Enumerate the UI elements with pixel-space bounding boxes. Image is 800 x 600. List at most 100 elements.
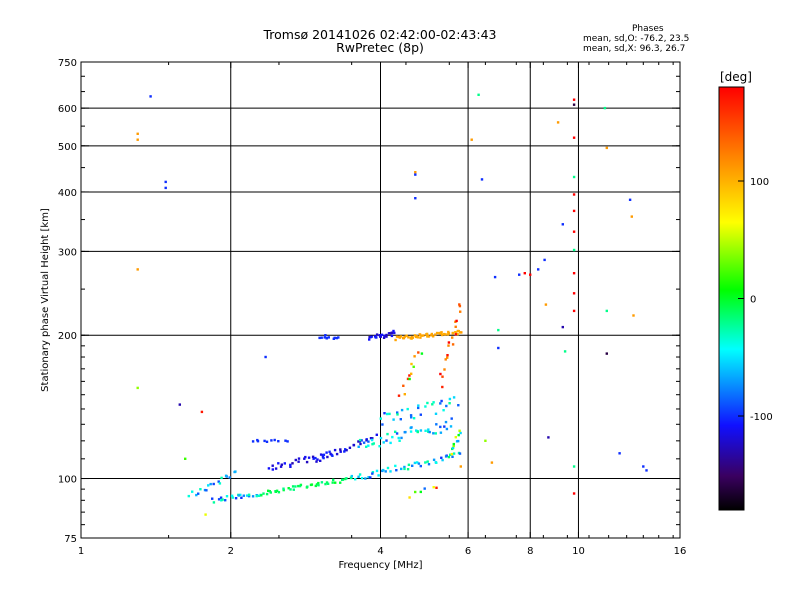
data-point [325,336,329,340]
data-point [413,461,417,465]
data-point [430,334,433,337]
data-point [447,344,450,347]
data-point [315,483,319,486]
data-point [441,385,444,389]
y-tick-label: 75 [64,534,77,545]
data-point [432,335,435,338]
data-point [268,490,271,493]
data-point [443,425,446,428]
data-point [416,430,419,434]
data-point [415,429,418,432]
data-point [406,468,410,471]
data-point [451,455,454,458]
data-point [444,333,447,336]
data-point [375,333,379,336]
data-point [318,336,321,340]
data-point [444,420,448,424]
data-point [365,439,368,442]
data-point [419,464,422,468]
data-point [270,439,273,442]
data-point [265,492,269,496]
data-point [291,485,295,488]
data-point [262,492,265,495]
data-point [260,494,263,497]
data-point [458,452,462,455]
data-point [389,470,392,473]
data-point [434,432,437,435]
data-point [271,464,274,467]
data-point [357,475,360,478]
data-point [323,336,326,339]
data-point [440,456,443,459]
data-point [556,121,560,124]
data-point [572,175,576,179]
data-point [292,488,295,491]
data-point [410,335,413,339]
data-point [389,332,392,335]
y-tick-label: 750 [58,58,77,69]
data-point [164,186,167,190]
data-point [335,452,339,456]
data-point [406,377,410,381]
data-point [403,393,406,396]
data-point [267,489,270,492]
data-point [352,443,356,447]
data-point [224,474,228,477]
data-point [411,464,414,467]
data-point [211,497,214,500]
data-point [322,453,326,456]
data-point [412,417,416,420]
data-point [228,476,231,479]
data-point [419,336,422,339]
data-point [197,492,200,495]
data-point [402,384,405,387]
data-point [432,458,436,461]
data-point [299,483,303,487]
data-point [432,432,435,435]
data-point [345,477,348,480]
data-point [413,355,416,358]
data-point [277,491,281,494]
data-point [454,436,457,439]
data-point [448,397,452,401]
data-point [368,338,371,341]
data-point [451,336,454,339]
data-point [572,272,576,275]
data-point [424,405,427,408]
data-point [339,481,342,484]
y-axis-label: Stationary phase Virtual Height [km] [40,208,51,392]
data-point [400,436,403,440]
data-point [369,476,372,479]
data-point [326,482,330,485]
data-point [275,489,279,492]
data-point [274,467,278,470]
data-point [314,456,317,460]
data-point [414,171,417,174]
data-point [441,458,444,462]
data-point [448,402,451,405]
data-point [419,490,422,494]
data-point [331,454,334,457]
data-point [271,468,274,471]
data-point [379,436,383,440]
data-point [426,460,429,463]
data-point [410,372,413,375]
data-point [563,350,567,353]
data-point [452,396,456,399]
data-point [218,482,222,485]
data-point [459,465,462,468]
data-point [518,273,521,276]
data-point [425,332,429,336]
data-point [274,490,277,493]
data-point [364,477,367,480]
data-point [628,198,632,201]
data-point [220,499,223,502]
data-point [294,485,297,488]
data-point [178,403,181,406]
data-point [136,138,139,141]
data-point [424,429,427,432]
data-point [314,484,317,488]
data-point [348,446,352,449]
data-point [358,438,362,442]
data-point [212,482,215,486]
